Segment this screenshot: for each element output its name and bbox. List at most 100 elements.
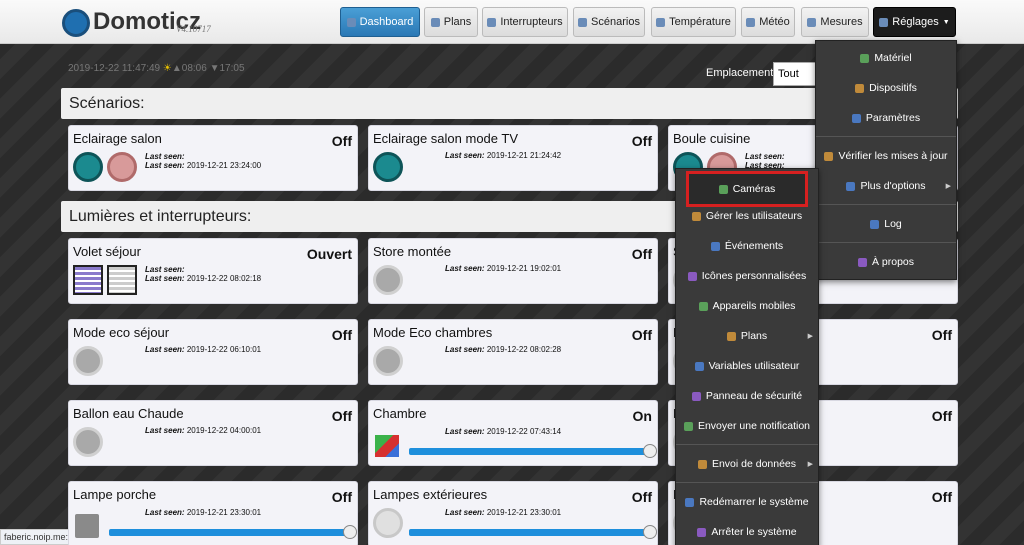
- blinds-icon[interactable]: [73, 265, 103, 295]
- menu-label[interactable]: Gérer les utilisateurs: [705, 210, 803, 222]
- menu-item[interactable]: Paramètres: [816, 103, 956, 133]
- menu-label[interactable]: Envoyer une notification: [697, 420, 811, 432]
- device-icon[interactable]: [373, 346, 403, 376]
- slider-handle[interactable]: [643, 525, 657, 539]
- device-icon[interactable]: [107, 152, 137, 182]
- device-icon[interactable]: [373, 152, 403, 182]
- menu-label[interactable]: Événements: [724, 240, 784, 252]
- menu-label[interactable]: Log: [884, 218, 902, 230]
- menu-label[interactable]: Caméras: [732, 183, 776, 195]
- menu-item[interactable]: Plus d'options ▶: [816, 171, 956, 201]
- slider[interactable]: [409, 444, 657, 458]
- nav-button[interactable]: Dashboard: [340, 7, 420, 37]
- menu-item[interactable]: Arrêter le système: [676, 517, 818, 545]
- device-icon[interactable]: [75, 514, 99, 538]
- device-card: Volet séjour Ouvert Last seen: Last seen: 2…: [68, 238, 358, 304]
- menu-label[interactable]: Panneau de sécurité: [705, 390, 803, 402]
- nav-button[interactable]: Plans: [424, 7, 478, 37]
- menu-label[interactable]: Envoi de données: [711, 458, 797, 470]
- menu-item[interactable]: Variables utilisateur: [676, 351, 818, 381]
- nav-label[interactable]: Dashboard: [359, 16, 414, 28]
- status-line: 2019-12-22 11:47:49 ☀▲08:06 ▼17:05: [68, 63, 245, 74]
- last-seen-label: Last seen:: [445, 345, 485, 354]
- menu-label[interactable]: Vérifier les mises à jour: [838, 150, 948, 162]
- menu-item[interactable]: Envoi de données ▶: [676, 449, 818, 479]
- nav-label[interactable]: Température: [669, 16, 731, 28]
- menu-label[interactable]: Appareils mobiles: [712, 300, 796, 312]
- last-seen: Last seen: 2019-12-21 23:24:00: [145, 161, 261, 170]
- device-card: Store montée Off Last seen: 2019-12-21 19:…: [368, 238, 658, 304]
- menu-icon: [851, 113, 861, 123]
- device-status: Off: [631, 133, 652, 149]
- device-icon[interactable]: [373, 508, 403, 538]
- device-icon[interactable]: [373, 265, 403, 295]
- nav-label[interactable]: Mesures: [820, 16, 863, 28]
- nav-label[interactable]: Scénarios: [591, 16, 640, 28]
- menu-item[interactable]: Panneau de sécurité: [676, 381, 818, 411]
- menu-icon: [698, 301, 708, 311]
- device-icon[interactable]: [73, 152, 103, 182]
- last-seen-label: Last seen:: [145, 152, 185, 161]
- nav-label[interactable]: Interrupteurs: [500, 16, 563, 28]
- nav-button[interactable]: Mesures: [801, 7, 869, 37]
- nav-button[interactable]: Température: [651, 7, 736, 37]
- device-icon[interactable]: [73, 427, 103, 457]
- slider[interactable]: [109, 525, 357, 539]
- menu-label[interactable]: Redémarrer le système: [699, 496, 809, 508]
- blinds-icon[interactable]: [107, 265, 137, 295]
- device-icon[interactable]: [73, 346, 103, 376]
- last-seen-label: Last seen:: [145, 274, 185, 283]
- last-seen-label: Last seen:: [145, 426, 185, 435]
- location-select[interactable]: Tout: [773, 62, 823, 86]
- menu-icon: [718, 184, 728, 194]
- menu-label[interactable]: Dispositifs: [869, 82, 917, 94]
- menu-label[interactable]: Paramètres: [865, 112, 921, 124]
- submenu-arrow: ▶: [807, 333, 813, 340]
- nav-button[interactable]: Scénarios: [573, 7, 645, 37]
- menu-label[interactable]: Arrêter le système: [711, 526, 797, 538]
- rgb-icon[interactable]: [375, 435, 399, 457]
- menu-label[interactable]: Plus d'options: [860, 180, 926, 192]
- slider[interactable]: [409, 525, 657, 539]
- menu-item[interactable]: À propos: [816, 247, 956, 277]
- nav-label[interactable]: Réglages: [892, 16, 939, 28]
- menu-item[interactable]: Événements: [676, 231, 818, 261]
- menu-icon: [857, 257, 867, 267]
- menu-item[interactable]: Redémarrer le système: [676, 487, 818, 517]
- last-seen-date: 2019-12-21 19:02:01: [486, 264, 562, 273]
- menu-item[interactable]: Log: [816, 209, 956, 239]
- menu-label[interactable]: Plans: [740, 330, 768, 342]
- menu-item[interactable]: Plans ▶: [676, 321, 818, 351]
- last-seen-date: 2019-12-21 23:30:01: [486, 508, 562, 517]
- nav-button[interactable]: Météo: [741, 7, 795, 37]
- menu-label[interactable]: À propos: [871, 256, 915, 268]
- nav-label[interactable]: Météo: [759, 16, 790, 28]
- menu-icon: [824, 151, 834, 161]
- nav-label[interactable]: Plans: [443, 16, 472, 28]
- last-seen-label: Last seen:: [145, 345, 185, 354]
- device-title: Volet séjour: [73, 244, 141, 259]
- nav-button[interactable]: Réglages ▼: [873, 7, 956, 37]
- menu-item[interactable]: Appareils mobiles: [676, 291, 818, 321]
- menu-item[interactable]: Matériel: [816, 43, 956, 73]
- menu-item[interactable]: Caméras: [686, 171, 808, 207]
- menu-label[interactable]: Icônes personnalisées: [701, 270, 807, 282]
- menu-label[interactable]: Matériel: [874, 52, 912, 64]
- menu-item[interactable]: Vérifier les mises à jour: [816, 141, 956, 171]
- last-seen: Last seen:: [145, 265, 185, 274]
- logo-icon: [62, 9, 90, 37]
- datetime: 2019-12-22 11:47:49: [68, 63, 161, 74]
- menu-item[interactable]: Envoyer une notification: [676, 411, 818, 441]
- slider-handle[interactable]: [643, 444, 657, 458]
- menu-icon: [870, 219, 880, 229]
- last-seen: Last seen: 2019-12-21 23:30:01: [445, 508, 561, 517]
- device-status: On: [632, 408, 652, 424]
- slider-handle[interactable]: [343, 525, 357, 539]
- menu-item[interactable]: Gérer les utilisateurs: [676, 201, 818, 231]
- menu-item[interactable]: Icônes personnalisées: [676, 261, 818, 291]
- menu-item[interactable]: Dispositifs: [816, 73, 956, 103]
- menu-label[interactable]: Variables utilisateur: [708, 360, 800, 372]
- nav-button[interactable]: Interrupteurs: [482, 7, 568, 37]
- last-seen-date: 2019-12-22 04:00:01: [186, 426, 262, 435]
